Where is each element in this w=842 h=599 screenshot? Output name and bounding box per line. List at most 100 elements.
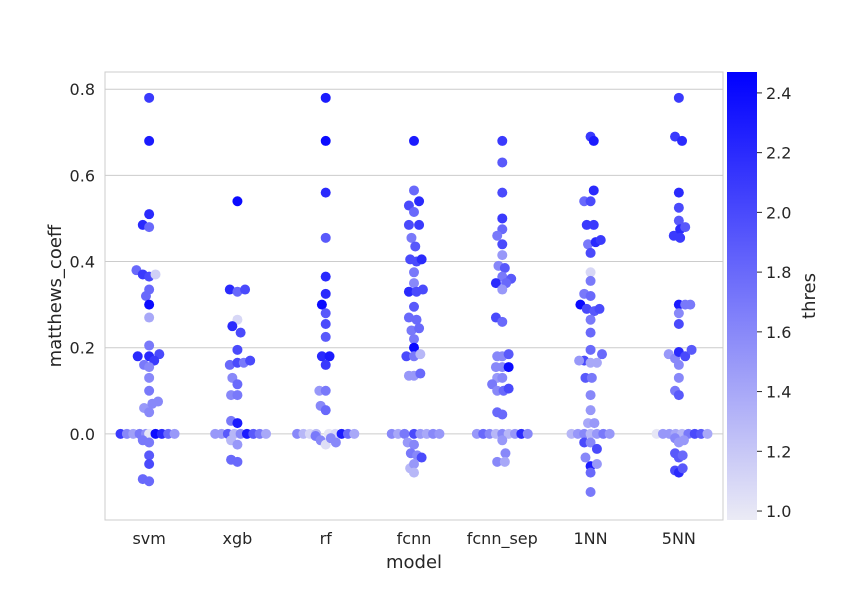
data-point bbox=[497, 213, 508, 224]
x-tick-label: xgb bbox=[223, 529, 253, 548]
data-point bbox=[324, 351, 335, 362]
data-point bbox=[583, 239, 594, 250]
data-point bbox=[574, 355, 585, 366]
x-axis-title: model bbox=[386, 552, 442, 573]
colorbar-tick-label: 1.4 bbox=[766, 383, 791, 402]
data-point bbox=[320, 319, 331, 329]
x-tick-label: rf bbox=[320, 529, 333, 548]
data-point bbox=[144, 135, 155, 146]
data-point bbox=[349, 428, 360, 439]
data-point bbox=[401, 351, 412, 362]
data-point bbox=[673, 372, 684, 383]
data-point bbox=[673, 319, 684, 329]
data-point bbox=[224, 359, 235, 370]
data-point bbox=[497, 316, 508, 327]
data-point bbox=[169, 428, 180, 439]
data-point bbox=[399, 428, 410, 439]
data-point bbox=[409, 267, 419, 278]
data-point bbox=[591, 357, 602, 368]
data-point bbox=[585, 467, 596, 478]
data-point bbox=[585, 314, 596, 325]
data-point bbox=[673, 202, 684, 213]
data-point bbox=[406, 325, 417, 336]
x-tick-label: svm bbox=[132, 529, 165, 548]
colorbar-title: thres bbox=[799, 273, 820, 319]
colorbar: 1.0 1.2 1.4 1.6 1.8 2.0 2.2 2.4 bbox=[727, 72, 791, 521]
data-point bbox=[227, 321, 238, 332]
data-point bbox=[673, 187, 684, 198]
data-point bbox=[585, 275, 596, 286]
data-point bbox=[144, 459, 155, 469]
colorbar-tick-label: 2.4 bbox=[766, 84, 791, 103]
data-point bbox=[240, 284, 251, 295]
data-point bbox=[320, 359, 331, 370]
data-point bbox=[320, 271, 331, 282]
data-point bbox=[417, 284, 428, 295]
data-point bbox=[585, 344, 596, 355]
x-tick-label: 1NN bbox=[574, 529, 608, 548]
data-point bbox=[416, 254, 427, 265]
data-point bbox=[497, 135, 508, 146]
data-point bbox=[585, 327, 596, 338]
data-point bbox=[410, 241, 421, 252]
data-point bbox=[409, 439, 419, 450]
data-point bbox=[585, 196, 596, 207]
data-point bbox=[144, 372, 155, 383]
data-point bbox=[497, 409, 508, 420]
data-point bbox=[144, 385, 155, 396]
data-point bbox=[411, 314, 422, 325]
data-point bbox=[409, 278, 419, 289]
data-point bbox=[497, 239, 508, 250]
colorbar-tick-label: 2.2 bbox=[766, 144, 791, 163]
y-axis: 0.0 0.2 0.4 0.6 0.8 bbox=[70, 80, 95, 444]
data-point bbox=[144, 340, 155, 351]
y-tick-label: 0.4 bbox=[70, 253, 95, 272]
data-point bbox=[678, 435, 689, 446]
data-point bbox=[150, 269, 161, 280]
data-point bbox=[680, 351, 691, 362]
data-point bbox=[604, 428, 615, 439]
y-tick-label: 0.6 bbox=[70, 166, 95, 185]
data-point bbox=[132, 351, 143, 362]
data-point bbox=[591, 459, 602, 469]
data-point bbox=[235, 327, 246, 338]
data-point bbox=[409, 467, 419, 478]
data-point bbox=[144, 362, 155, 373]
data-point bbox=[588, 185, 599, 196]
x-tick-label: 5NN bbox=[662, 529, 696, 548]
x-tick-label: fcnn bbox=[397, 529, 432, 548]
data-point bbox=[320, 331, 331, 342]
y-tick-label: 0.0 bbox=[70, 425, 95, 444]
x-tick-label: fcnn_sep bbox=[467, 529, 538, 549]
data-point bbox=[585, 487, 596, 497]
data-point bbox=[585, 291, 596, 301]
data-point bbox=[144, 312, 155, 323]
data-point bbox=[415, 349, 426, 360]
data-point bbox=[232, 379, 243, 390]
data-point bbox=[320, 92, 331, 103]
colorbar-tick-label: 1.0 bbox=[766, 502, 791, 521]
data-point bbox=[144, 476, 155, 487]
data-point bbox=[585, 267, 596, 278]
data-point bbox=[232, 196, 243, 207]
data-point bbox=[316, 351, 327, 362]
data-point bbox=[320, 385, 331, 396]
data-point bbox=[330, 437, 341, 448]
y-axis-title: matthews_coeff bbox=[45, 224, 66, 367]
data-point bbox=[409, 185, 419, 196]
data-point bbox=[677, 135, 688, 146]
data-point bbox=[261, 428, 272, 439]
data-point bbox=[591, 443, 602, 454]
data-point bbox=[503, 362, 514, 373]
data-point bbox=[320, 187, 331, 198]
data-point bbox=[224, 284, 235, 295]
data-point bbox=[245, 355, 256, 366]
data-point bbox=[316, 299, 327, 310]
data-point bbox=[497, 250, 508, 261]
colorbar-tick-label: 1.8 bbox=[766, 263, 791, 282]
data-point bbox=[673, 390, 684, 401]
data-point bbox=[497, 284, 508, 295]
data-point bbox=[144, 450, 155, 461]
data-point bbox=[677, 463, 688, 474]
data-point bbox=[581, 303, 592, 314]
